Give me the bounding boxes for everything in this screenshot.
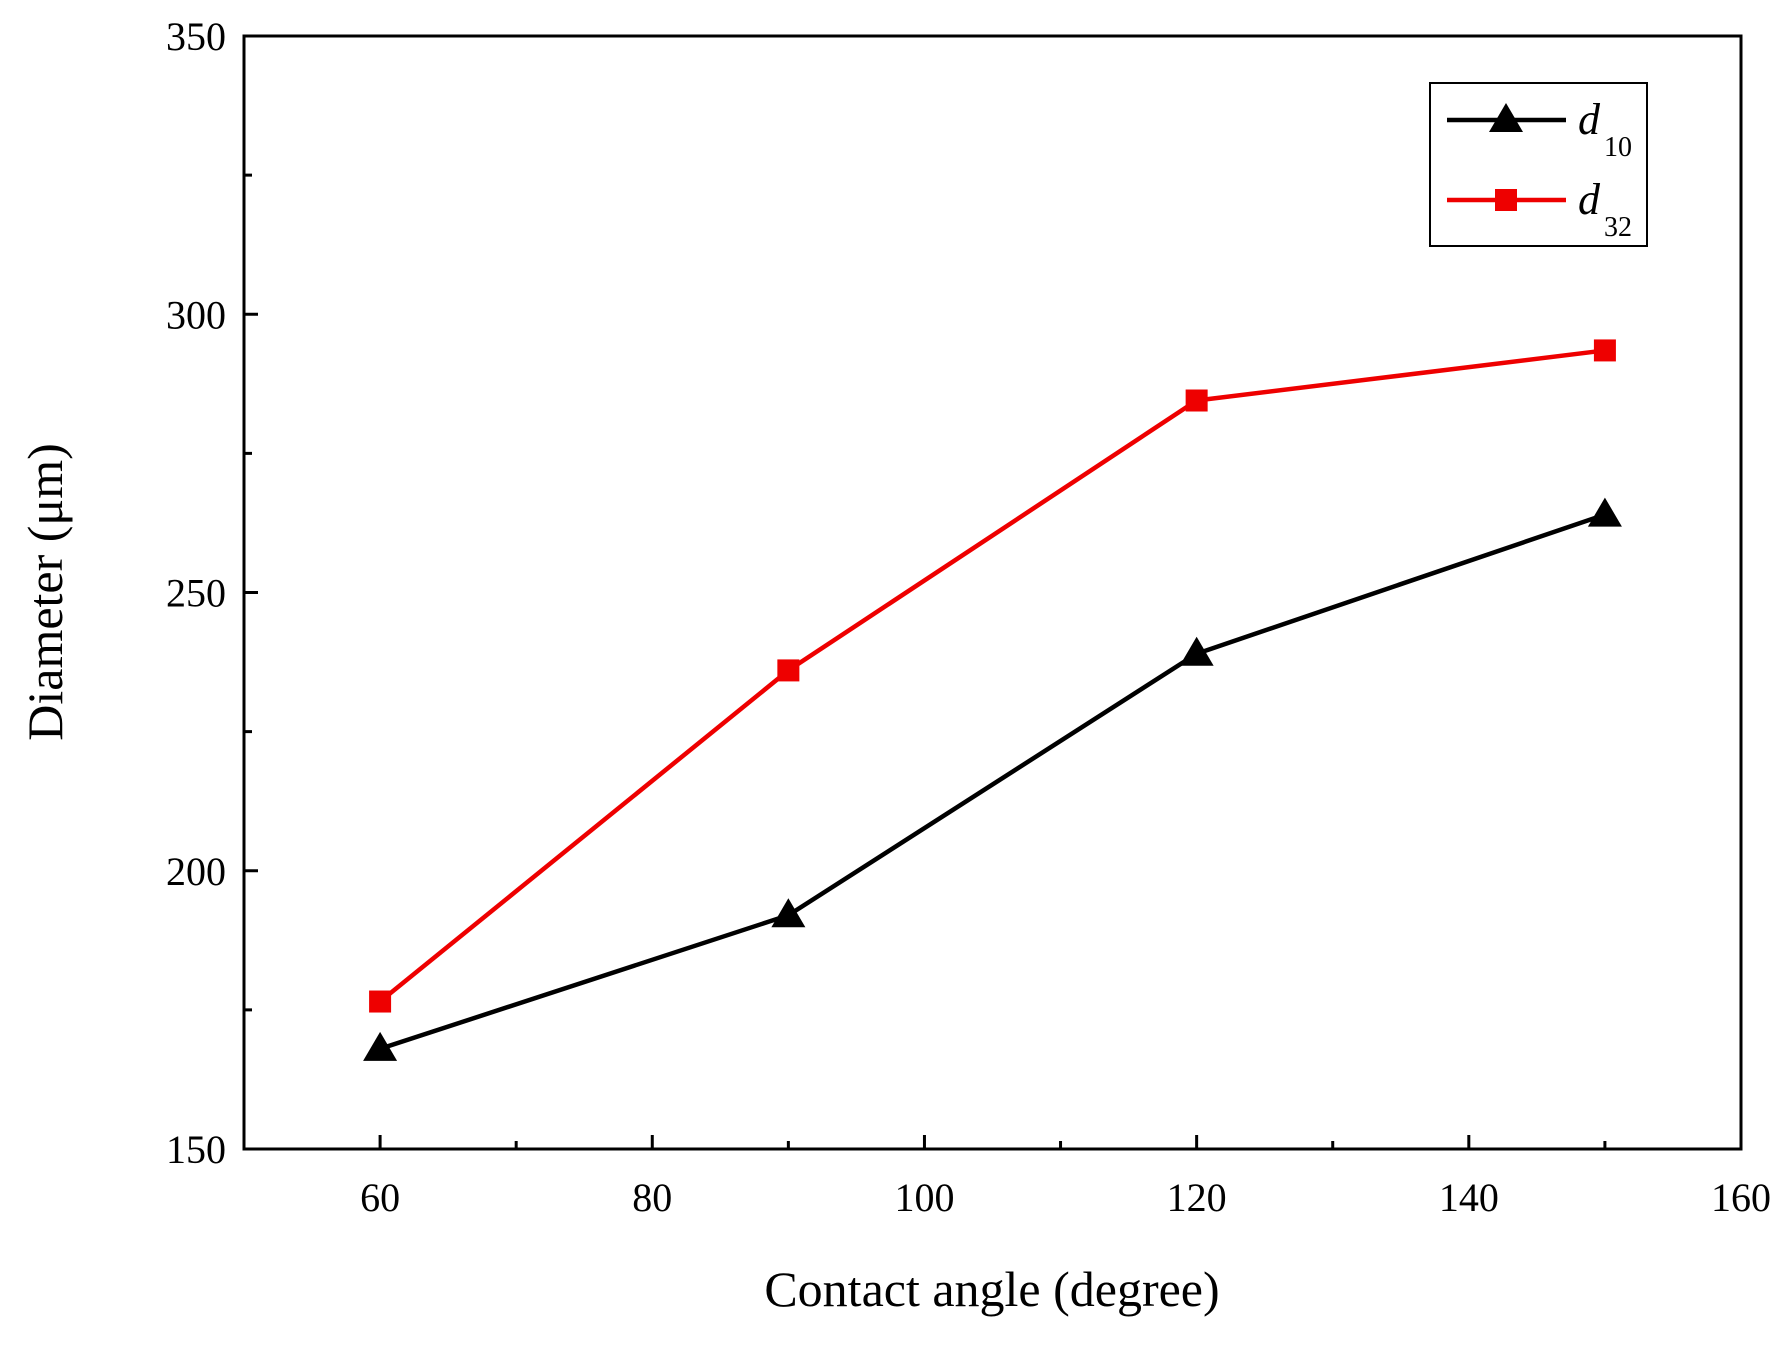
legend-item-d10: d10 bbox=[1447, 95, 1632, 163]
legend-label-sub: 10 bbox=[1604, 132, 1632, 163]
x-tick-label: 140 bbox=[1439, 1175, 1499, 1220]
legend-swatch-marker bbox=[1495, 189, 1517, 211]
series-line-d32 bbox=[378, 348, 1606, 1004]
x-axis-title: Contact angle (degree) bbox=[764, 1261, 1219, 1317]
data-point-d10 bbox=[1587, 497, 1622, 527]
y-tick-label: 250 bbox=[166, 571, 226, 616]
x-tick-label: 160 bbox=[1711, 1175, 1771, 1220]
y-tick-label: 350 bbox=[166, 14, 226, 59]
legend-box bbox=[1429, 82, 1648, 247]
y-axis-title: Diameter (μm) bbox=[17, 443, 73, 741]
series-d32 bbox=[369, 339, 1616, 1013]
data-point-d32 bbox=[777, 659, 800, 682]
x-tick-label: 100 bbox=[894, 1175, 954, 1220]
legend-label: d bbox=[1578, 95, 1601, 144]
axis-ticks: 60 80 100 120 140 160 150 200 250 300 350 bbox=[166, 14, 1771, 1220]
series-line-d10 bbox=[379, 512, 1606, 1051]
x-tick-label: 60 bbox=[360, 1175, 400, 1220]
x-tick-label: 80 bbox=[632, 1175, 672, 1220]
y-tick-label: 150 bbox=[166, 1127, 226, 1172]
series-d10 bbox=[363, 497, 1622, 1061]
legend-label-sub: 32 bbox=[1604, 212, 1632, 243]
data-point-d10 bbox=[1179, 636, 1214, 666]
series-layer bbox=[363, 339, 1622, 1061]
y-tick-label: 300 bbox=[166, 292, 226, 337]
data-point-d10 bbox=[363, 1031, 398, 1061]
legend-item-d32: d32 bbox=[1447, 175, 1632, 243]
data-point-d32 bbox=[1593, 339, 1616, 362]
legend-label: d bbox=[1578, 175, 1601, 224]
data-point-d32 bbox=[1185, 389, 1208, 412]
x-tick-label: 120 bbox=[1167, 1175, 1227, 1220]
y-tick-label: 200 bbox=[166, 849, 226, 894]
legend-swatch-marker bbox=[1489, 103, 1523, 132]
data-point-d10 bbox=[771, 898, 806, 928]
data-point-d32 bbox=[369, 990, 392, 1013]
